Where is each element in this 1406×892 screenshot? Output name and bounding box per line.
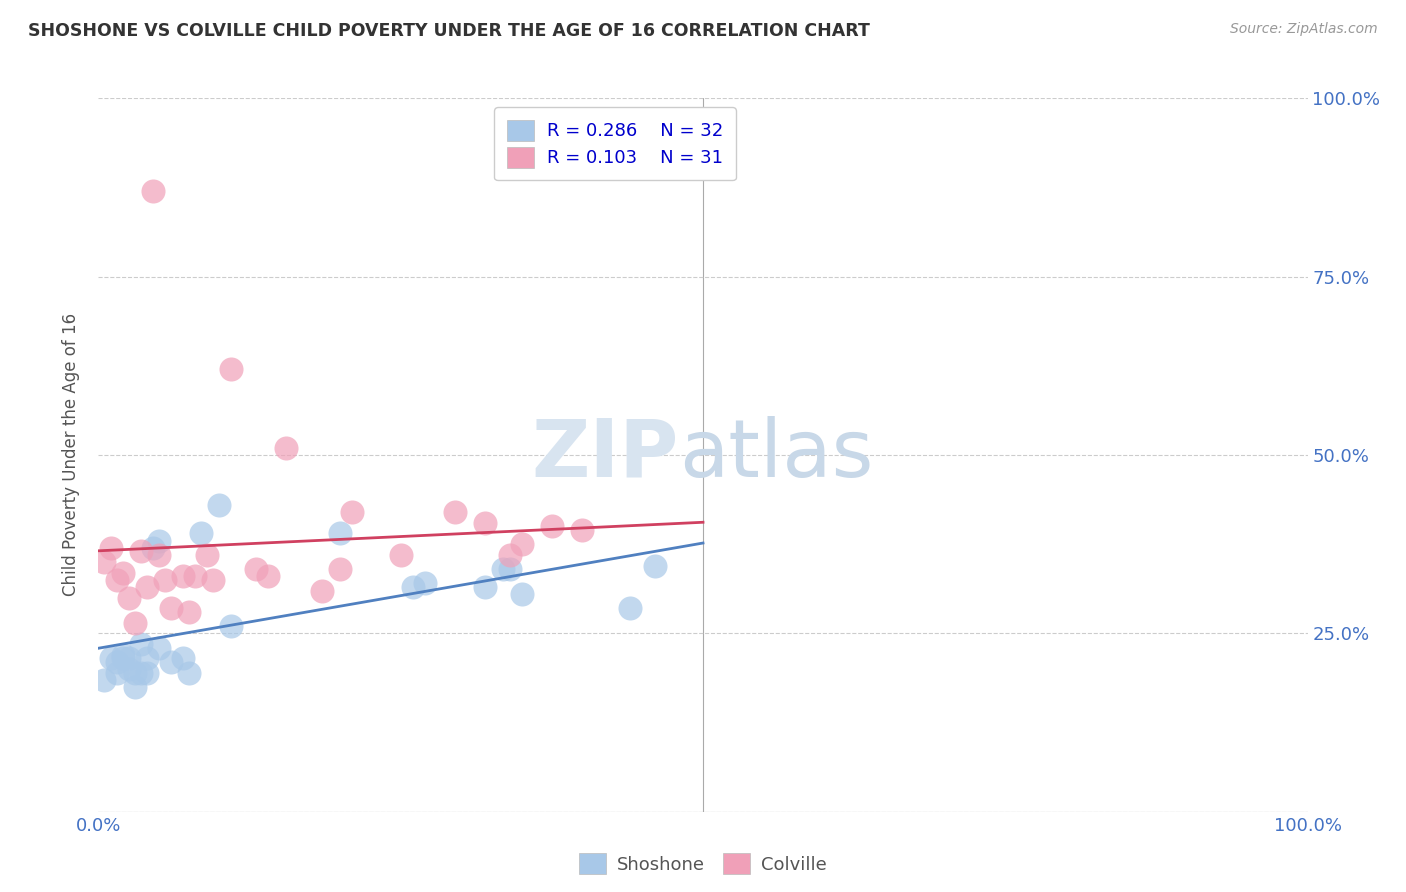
Point: [111, 566, 134, 580]
Point: [153, 573, 176, 587]
Point: [571, 523, 593, 537]
Point: [93, 673, 115, 687]
Point: [105, 573, 128, 587]
Point: [111, 651, 134, 665]
Point: [221, 362, 243, 376]
Point: [389, 548, 412, 562]
Point: [444, 505, 467, 519]
Point: [135, 665, 157, 680]
Point: [245, 562, 267, 576]
Text: atlas: atlas: [679, 416, 873, 494]
Point: [221, 619, 243, 633]
Point: [148, 640, 170, 655]
Point: [93, 555, 115, 569]
Legend: Shoshone, Colville: Shoshone, Colville: [572, 846, 834, 881]
Point: [129, 665, 152, 680]
Point: [311, 583, 333, 598]
Point: [208, 498, 231, 512]
Point: [142, 184, 165, 198]
Point: [118, 591, 141, 605]
Point: [105, 655, 128, 669]
Point: [148, 548, 170, 562]
Point: [413, 576, 436, 591]
Point: [474, 516, 496, 530]
Point: [172, 651, 194, 665]
Point: [184, 569, 207, 583]
Point: [498, 548, 520, 562]
Y-axis label: Child Poverty Under the Age of 16: Child Poverty Under the Age of 16: [62, 313, 80, 597]
Point: [160, 601, 183, 615]
Point: [124, 680, 146, 694]
Point: [129, 637, 152, 651]
Point: [541, 519, 564, 533]
Point: [274, 441, 297, 455]
Point: [105, 665, 128, 680]
Point: [100, 541, 122, 555]
Point: [510, 537, 533, 551]
Point: [474, 580, 496, 594]
Point: [118, 651, 141, 665]
Point: [100, 651, 122, 665]
Point: [118, 662, 141, 676]
Point: [329, 562, 352, 576]
Point: [124, 615, 146, 630]
Point: [179, 605, 201, 619]
Point: [148, 533, 170, 548]
Point: [160, 655, 183, 669]
Point: [402, 580, 425, 594]
Point: [142, 541, 165, 555]
Point: [619, 601, 641, 615]
Text: SHOSHONE VS COLVILLE CHILD POVERTY UNDER THE AGE OF 16 CORRELATION CHART: SHOSHONE VS COLVILLE CHILD POVERTY UNDER…: [28, 22, 870, 40]
Text: Source: ZipAtlas.com: Source: ZipAtlas.com: [1230, 22, 1378, 37]
Point: [179, 665, 201, 680]
Point: [492, 562, 515, 576]
Point: [202, 573, 225, 587]
Point: [498, 562, 520, 576]
Point: [329, 526, 352, 541]
Point: [135, 580, 157, 594]
Point: [644, 558, 666, 573]
Point: [129, 544, 152, 558]
Point: [510, 587, 533, 601]
Point: [124, 665, 146, 680]
Text: ZIP: ZIP: [531, 416, 679, 494]
Point: [172, 569, 194, 583]
Point: [111, 648, 134, 662]
Point: [195, 548, 218, 562]
Point: [135, 651, 157, 665]
Point: [256, 569, 278, 583]
Point: [190, 526, 212, 541]
Point: [342, 505, 364, 519]
